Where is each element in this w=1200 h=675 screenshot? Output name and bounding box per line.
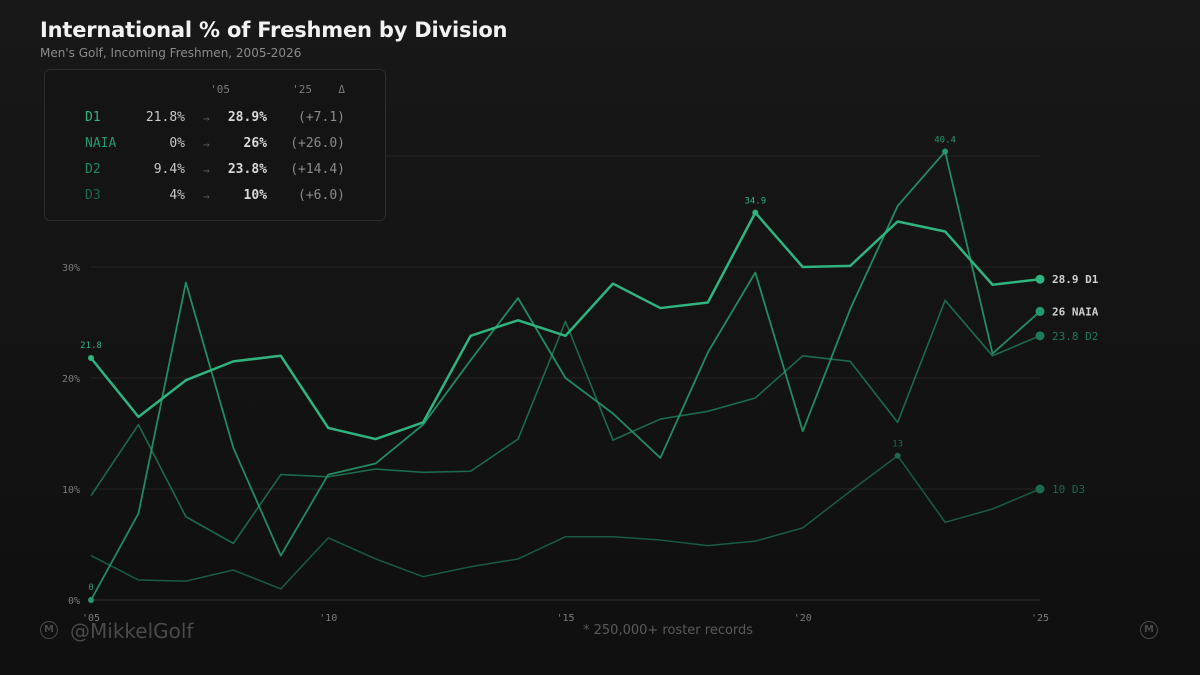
summary-header-end: '25 (292, 83, 312, 96)
x-tick-label: '15 (556, 613, 574, 624)
end-point-naia (1035, 306, 1045, 316)
start-label-naia: 0 (88, 583, 93, 593)
summary-row-d3: D3 4% → 10% (+6.0) (45, 188, 385, 208)
start-point-naia (88, 597, 94, 603)
summary-delta-d1: (+7.1) (298, 110, 345, 125)
summary-end-d1: 28.9% (227, 110, 267, 125)
start-label-d1: 21.8 (80, 341, 102, 351)
summary-header-start: '05 (210, 83, 230, 96)
series-line-naia (90, 150, 1041, 601)
end-label-naia: 26 NAIA (1052, 305, 1099, 318)
end-label-d1: 28.9 D1 (1052, 273, 1099, 286)
peak-label-naia: 40.4 (934, 136, 956, 146)
peak-point-naia (942, 148, 949, 155)
summary-delta-d3: (+6.0) (298, 188, 345, 203)
end-point-d1 (1035, 274, 1045, 284)
brand-logo-icon: M (40, 621, 58, 639)
summary-row-naia: NAIA 0% → 26% (+26.0) (45, 136, 385, 156)
summary-delta-d2: (+14.4) (290, 162, 345, 177)
chart-subtitle: Men's Golf, Incoming Freshmen, 2005-2026 (40, 46, 302, 60)
arrow-icon: → (203, 190, 210, 203)
summary-row-d2: D2 9.4% → 23.8% (+14.4) (45, 162, 385, 182)
arrow-icon: → (203, 112, 210, 125)
summary-division-d2: D2 (85, 162, 101, 177)
summary-start-d3: 4% (169, 188, 185, 203)
brand-logo-icon-right: M (1140, 621, 1158, 639)
peak-label-d1: 34.9 (744, 197, 766, 207)
y-tick-label: 10% (62, 485, 80, 496)
x-tick-label: '25 (1031, 613, 1049, 624)
summary-delta-naia: (+26.0) (290, 136, 345, 151)
arrow-icon: → (203, 138, 210, 151)
end-point-d3 (1035, 484, 1045, 494)
x-tick-label: '10 (319, 613, 337, 624)
footer-handle: @MikkelGolf (70, 619, 194, 643)
summary-row-d1: D1 21.8% → 28.9% (+7.1) (45, 110, 385, 130)
chart-title: International % of Freshmen by Division (40, 18, 508, 42)
peak-point-d1 (752, 209, 759, 216)
peak-label-d3: 13 (892, 440, 903, 450)
summary-division-d1: D1 (85, 110, 101, 125)
end-label-d2: 23.8 D2 (1052, 330, 1098, 343)
y-tick-label: 20% (62, 374, 80, 385)
summary-start-d1: 21.8% (145, 110, 185, 125)
start-point-d1 (88, 355, 94, 362)
series-line-d3 (90, 454, 1041, 590)
summary-end-naia: 26% (243, 136, 267, 151)
footer-note: * 250,000+ roster records (583, 623, 754, 638)
arrow-icon: → (203, 164, 210, 177)
summary-division-d3: D3 (85, 188, 101, 203)
summary-end-d3: 10% (243, 188, 267, 203)
end-point-d2 (1035, 331, 1045, 341)
summary-division-naia: NAIA (85, 136, 117, 151)
summary-table: '05 '25 Δ D1 21.8% → 28.9% (+7.1) NAIA 0… (44, 69, 386, 221)
x-tick-label: '05 (82, 613, 100, 624)
summary-end-d2: 23.8% (227, 162, 267, 177)
peak-point-d3 (894, 452, 901, 459)
y-tick-label: 30% (62, 263, 80, 274)
end-label-d3: 10 D3 (1052, 483, 1085, 496)
summary-start-naia: 0% (169, 136, 185, 151)
series-line-d1 (90, 211, 1041, 441)
y-tick-label: 0% (68, 596, 80, 607)
x-tick-label: '20 (794, 613, 812, 624)
summary-start-d2: 9.4% (153, 162, 185, 177)
summary-header-delta: Δ (338, 83, 345, 96)
series-line-d2 (90, 299, 1041, 545)
